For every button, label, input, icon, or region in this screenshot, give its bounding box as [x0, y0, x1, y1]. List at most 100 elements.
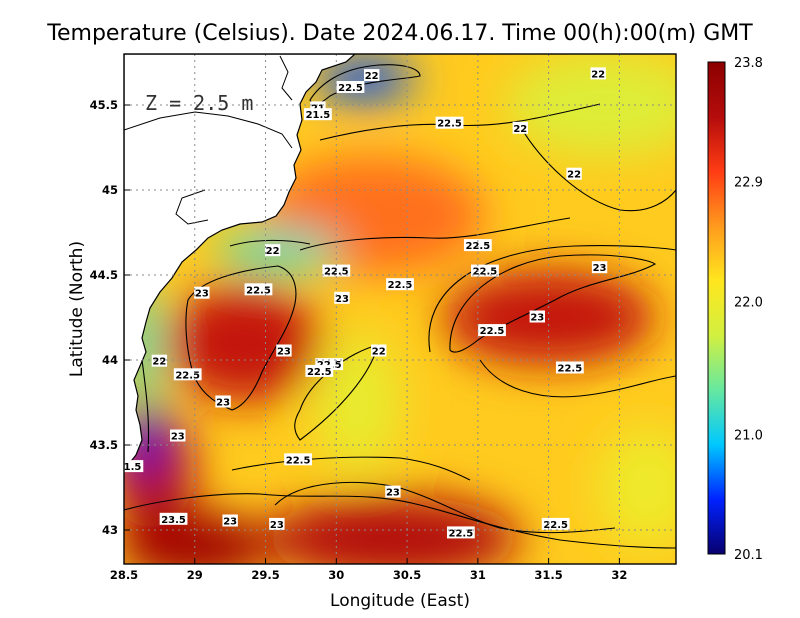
contour-label: 22 — [513, 124, 527, 135]
temperature-patch — [265, 496, 521, 564]
contour-label-bg — [264, 244, 281, 257]
y-axis-label: Latitude (North) — [67, 241, 87, 377]
contour-label-bg — [435, 116, 464, 129]
contour-label: 22 — [152, 357, 166, 368]
contour-label: 22.5 — [388, 280, 413, 291]
colorbar: 23.8 22.9 22.0 21.0 20.1 — [707, 56, 763, 563]
contour-label: 22.5 — [449, 528, 474, 539]
colorbar-tick-label: 22.0 — [734, 295, 763, 310]
y-tick-label: 45.5 — [90, 98, 118, 112]
colorbar-labels: 23.8 22.9 22.0 21.0 20.1 — [734, 56, 763, 563]
lagoon — [279, 55, 293, 101]
contour-label-bg — [222, 514, 238, 527]
temperature-patch — [442, 269, 655, 366]
y-axis: 43 43.5 44 44.5 45 45.5 — [90, 98, 130, 537]
x-tick-label: 29 — [187, 568, 203, 582]
contour-label-bg — [284, 453, 312, 466]
contour-label: 22 — [591, 69, 605, 80]
y-tick-label: 45 — [102, 183, 118, 197]
contour-22-line — [519, 125, 676, 212]
contour-label-bg — [385, 485, 401, 498]
contour-label: 1.5 — [124, 462, 142, 473]
contour-22-line — [229, 239, 311, 247]
contour-label: 22.5 — [437, 119, 462, 130]
contour-label-bg — [215, 395, 231, 408]
contour-label-bg — [555, 361, 584, 374]
contour-label: 23 — [593, 263, 607, 274]
contour-label-bg — [371, 344, 387, 357]
contour-label: 23 — [270, 520, 284, 531]
contour-label-bg — [512, 121, 529, 134]
contour-label: 22.5 — [480, 326, 505, 337]
contour-label-bg — [305, 364, 334, 377]
temperature-patch — [598, 428, 676, 547]
contour-label-bg — [566, 167, 582, 180]
contour-22-5-line — [231, 456, 471, 481]
contour-label-bg — [121, 460, 144, 473]
contour-label-bg — [590, 67, 606, 80]
contour-22-5-line — [299, 217, 571, 251]
contour-label: 22 — [567, 170, 581, 181]
contour-label-bg — [304, 108, 332, 121]
coastline-land — [124, 54, 356, 469]
colorbar-tick-label: 23.8 — [734, 56, 763, 71]
x-tick-label: 29.5 — [251, 568, 279, 582]
colorbar-tick-label: 21.0 — [734, 428, 763, 443]
contour-label: 22.5 — [338, 83, 363, 94]
contour-label-bg — [159, 512, 188, 525]
y-tick-label: 43 — [102, 523, 118, 537]
chart-title: Temperature (Celsius). Date 2024.06.17. … — [46, 21, 753, 46]
contour-label: 22 — [365, 71, 379, 82]
contour-label: 22.5 — [558, 364, 583, 375]
x-tick-label: 30 — [328, 568, 344, 582]
contour-label: 22.5 — [307, 367, 332, 378]
contour-label: 23 — [171, 432, 185, 443]
x-tick-label: 32 — [611, 568, 627, 582]
contour-label: 23 — [530, 313, 544, 324]
y-tick-label: 43.5 — [90, 438, 118, 452]
contour-label-bg — [471, 264, 499, 277]
contour-23-line — [274, 481, 616, 534]
contour-label-bg — [151, 354, 168, 367]
contour-label-bg — [541, 517, 570, 530]
contour-label-bg — [591, 261, 608, 274]
grid-lines — [124, 54, 676, 564]
plot-frame — [123, 53, 677, 565]
contour-label: 23 — [195, 289, 209, 300]
contour-label: 22 — [266, 246, 280, 257]
contour-lines — [124, 64, 676, 549]
contour-label-bg — [173, 368, 202, 381]
contour-22-5-line — [428, 245, 676, 353]
contour-label: 23 — [223, 517, 237, 528]
contour-label-bg — [194, 286, 210, 299]
contour-label: 23 — [216, 398, 230, 409]
contour-label: 22.5 — [324, 267, 349, 278]
contour-label-bg — [446, 526, 475, 539]
contour-label-bg — [336, 81, 365, 93]
contour-22-5-line — [479, 359, 676, 398]
contour-label-bg — [269, 517, 285, 530]
contour-23-line — [449, 254, 656, 353]
x-axis-label: Longitude (East) — [330, 591, 470, 611]
contour-label: 21.5 — [306, 110, 331, 121]
contour-label: 23 — [335, 294, 349, 305]
temperature-patch — [166, 283, 323, 403]
colorbar-tick-label: 20.1 — [734, 548, 763, 563]
contour-label-bg — [170, 429, 186, 442]
x-tick-label: 31.5 — [534, 568, 562, 582]
x-tick-label: 28.5 — [110, 568, 138, 582]
contour-label-bg — [529, 310, 545, 323]
contour-label: 23.5 — [161, 515, 186, 526]
y-tick-label: 44 — [102, 353, 118, 367]
x-tick-label: 31 — [470, 568, 486, 582]
x-tick-label: 30.5 — [393, 568, 421, 582]
land-layer — [124, 54, 356, 469]
contour-label: 23 — [277, 347, 291, 358]
x-axis: 28.5 29 29.5 30 30.5 31 31.5 32 — [110, 558, 627, 582]
colorbar-gradient — [707, 61, 726, 555]
contour-label-bg — [244, 283, 273, 296]
contour-22-5-line — [124, 493, 676, 549]
depth-annotation: Z = 2.5 m — [145, 91, 253, 115]
inland-border — [124, 111, 293, 149]
